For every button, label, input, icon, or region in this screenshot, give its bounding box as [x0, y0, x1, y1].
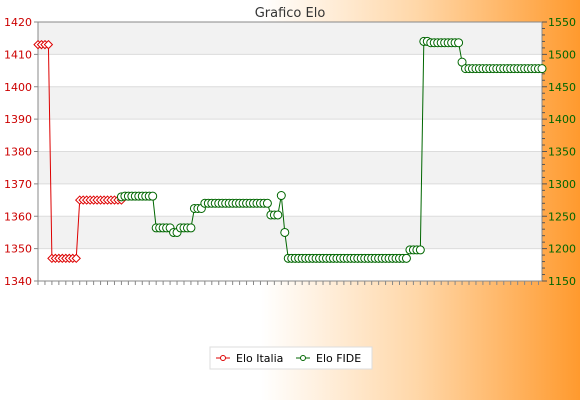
- left-tick-label: 1400: [4, 81, 32, 94]
- data-point: [401, 253, 411, 263]
- right-tick-label: 1350: [548, 146, 576, 159]
- data-point: [276, 191, 286, 201]
- data-point: [280, 227, 290, 237]
- grid-band: [38, 86, 542, 120]
- legend-label: Elo Italia: [236, 352, 283, 365]
- left-tick-label: 1410: [4, 48, 32, 61]
- left-tick-label: 1370: [4, 178, 32, 191]
- right-tick-label: 1500: [548, 48, 576, 61]
- data-point: [273, 210, 283, 220]
- left-axis-ticks: 1340 1350 1360 1370 1380 1390 1400 1410 1420: [4, 16, 38, 288]
- grid-band: [38, 151, 542, 184]
- data-point: [148, 191, 158, 201]
- right-tick-label: 1450: [548, 81, 576, 94]
- right-tick-label: 1300: [548, 178, 576, 191]
- grid-band: [38, 22, 542, 55]
- right-tick-label: 1250: [548, 210, 576, 223]
- right-axis-ticks: 1150 1200 1250 1300 1350 1400 1450 1500 1550: [542, 16, 576, 288]
- data-point: [186, 223, 196, 233]
- right-tick-label: 1400: [548, 113, 576, 126]
- left-tick-label: 1350: [4, 243, 32, 256]
- legend-swatch-marker: [220, 355, 226, 361]
- data-point: [537, 64, 547, 74]
- data-point: [71, 253, 81, 264]
- left-tick-label: 1340: [4, 275, 32, 288]
- legend-swatch-marker: [300, 355, 306, 361]
- legend: Elo Italia Elo FIDE: [209, 346, 373, 370]
- left-tick-label: 1360: [4, 210, 32, 223]
- series-elo-fide: [116, 36, 547, 263]
- legend-box: [209, 346, 373, 370]
- right-tick-label: 1200: [548, 243, 576, 256]
- left-tick-label: 1390: [4, 113, 32, 126]
- data-point: [43, 39, 54, 50]
- legend-label: Elo FIDE: [316, 352, 361, 365]
- data-point: [262, 198, 272, 208]
- grid-band: [38, 216, 542, 249]
- chart-title: Grafico Elo: [255, 6, 326, 21]
- right-tick-label: 1150: [548, 275, 576, 288]
- left-tick-label: 1380: [4, 146, 32, 159]
- data-point: [454, 38, 464, 48]
- data-point: [415, 245, 425, 255]
- left-tick-label: 1420: [4, 16, 32, 29]
- x-axis-ticks: [37, 281, 540, 285]
- right-tick-label: 1550: [548, 16, 576, 29]
